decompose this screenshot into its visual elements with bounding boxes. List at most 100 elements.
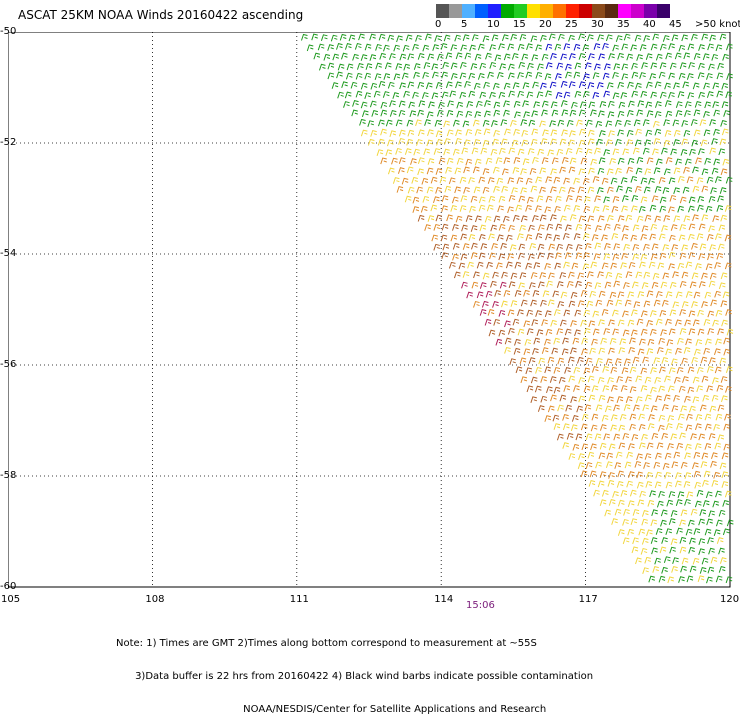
plot-title: ASCAT 25KM NOAA Winds 20160422 ascending xyxy=(18,8,304,22)
wind-barb xyxy=(707,43,714,51)
wind-barb xyxy=(634,185,642,193)
wind-barb xyxy=(636,471,643,479)
wind-barb xyxy=(526,43,533,51)
wind-barb xyxy=(454,34,461,42)
wind-barb xyxy=(416,186,423,194)
wind-barb xyxy=(525,177,533,185)
wind-barb xyxy=(504,320,511,328)
wind-barb xyxy=(575,433,583,441)
wind-barb xyxy=(613,223,621,231)
wind-barb xyxy=(695,263,702,270)
wind-barb xyxy=(535,176,542,184)
wind-barb xyxy=(517,90,524,98)
wind-barb xyxy=(552,290,560,298)
wind-barb xyxy=(568,375,575,383)
wind-barb xyxy=(715,338,722,346)
wind-barb xyxy=(717,404,725,412)
wind-barb xyxy=(699,243,707,251)
footnote-line-3: NOAA/NESDIS/Center for Satellite Applica… xyxy=(116,704,547,715)
wind-barb xyxy=(541,53,549,61)
wind-barb xyxy=(617,215,625,223)
wind-barb xyxy=(688,196,696,204)
wind-barb xyxy=(446,157,454,165)
wind-barb xyxy=(396,186,404,193)
scale-swatch xyxy=(501,4,514,18)
wind-barb xyxy=(490,280,497,288)
wind-barb xyxy=(677,491,685,499)
wind-barb xyxy=(676,527,683,535)
wind-barb xyxy=(668,72,675,80)
wind-barb xyxy=(620,262,627,270)
wind-barb xyxy=(588,167,595,175)
wind-barb xyxy=(725,309,732,316)
wind-barb xyxy=(507,63,515,71)
wind-barb xyxy=(568,53,576,60)
wind-barb xyxy=(452,253,459,261)
wind-barb xyxy=(525,367,533,375)
wind-barb xyxy=(645,53,653,60)
wind-barb xyxy=(595,299,603,307)
wind-barb xyxy=(538,357,545,365)
wind-barb xyxy=(661,566,668,574)
wind-barb xyxy=(641,282,649,289)
wind-barb xyxy=(379,52,386,60)
wind-barb xyxy=(637,100,645,108)
wind-barb xyxy=(601,177,609,185)
wind-barb xyxy=(707,566,715,574)
wind-barb xyxy=(701,185,709,193)
wind-barb xyxy=(500,119,508,126)
wind-barb xyxy=(675,499,683,506)
wind-barb xyxy=(559,138,567,146)
wind-barb xyxy=(635,82,642,90)
wind-barb xyxy=(510,300,518,307)
wind-barb xyxy=(680,565,687,573)
wind-barb xyxy=(713,471,720,479)
scale-swatch xyxy=(514,4,527,18)
wind-barb xyxy=(606,168,614,176)
wind-barb xyxy=(422,71,429,79)
wind-barb xyxy=(562,337,569,345)
wind-barb xyxy=(473,300,480,308)
wind-barb xyxy=(620,385,628,392)
lon-tick-label: 105 xyxy=(1,594,21,605)
wind-barb xyxy=(649,490,656,498)
wind-barb xyxy=(714,366,722,374)
wind-barb xyxy=(648,414,655,421)
wind-barb xyxy=(537,148,544,156)
wind-barb xyxy=(568,300,576,308)
wind-barb xyxy=(707,253,714,261)
wind-barb xyxy=(550,53,557,60)
wind-barb xyxy=(650,386,657,394)
wind-barb xyxy=(556,328,563,335)
scale-swatch xyxy=(579,4,592,18)
wind-barb xyxy=(421,92,429,99)
wind-barb xyxy=(708,547,715,555)
wind-barb xyxy=(686,176,694,184)
wind-barb xyxy=(487,177,495,184)
wind-barb xyxy=(417,109,424,117)
wind-barb xyxy=(549,186,557,194)
wind-barb xyxy=(665,423,673,430)
wind-barb xyxy=(569,214,577,221)
wind-barb xyxy=(423,62,431,69)
wind-barb xyxy=(539,34,547,42)
wind-barb xyxy=(673,129,681,137)
wind-barb xyxy=(684,452,691,460)
wind-barb xyxy=(716,537,724,544)
wind-barb xyxy=(592,176,600,183)
wind-barb xyxy=(553,234,560,242)
wind-barb xyxy=(726,519,734,527)
wind-barb xyxy=(661,299,669,307)
wind-barb xyxy=(667,443,674,450)
wind-barb xyxy=(570,101,578,109)
wind-barb xyxy=(711,394,719,402)
wind-barb xyxy=(631,434,639,441)
wind-barb xyxy=(675,291,683,299)
wind-barb xyxy=(454,167,462,175)
wind-barb xyxy=(459,72,467,80)
wind-barb xyxy=(583,309,591,317)
scale-swatch xyxy=(436,4,449,18)
wind-barb xyxy=(638,423,646,431)
wind-barb xyxy=(536,91,544,99)
